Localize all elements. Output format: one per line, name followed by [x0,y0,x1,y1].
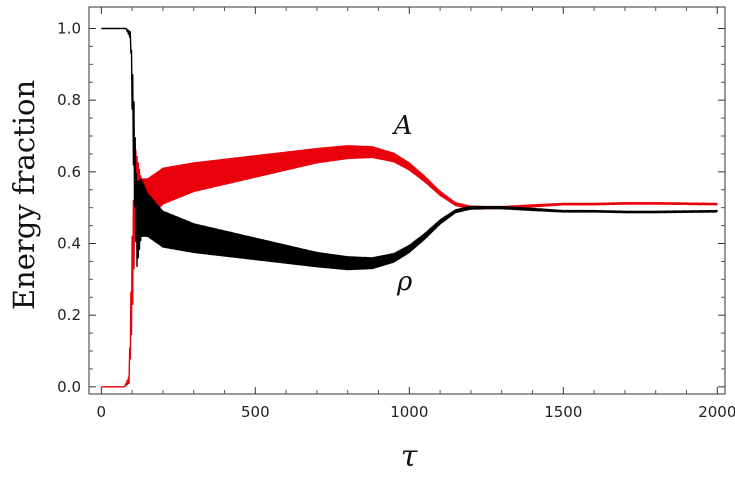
y-tick-label: 1.0 [57,20,81,38]
series-annotation: A [392,111,413,141]
series-line-A [101,145,718,388]
y-tick-label: 0.0 [57,378,81,396]
plot-frame [88,6,726,395]
y-tick-label: 0.2 [57,306,81,324]
x-tick-label: 1500 [544,403,582,421]
series-annotation: ρ [396,267,413,297]
y-tick-label: 0.6 [57,163,81,181]
y-tick-label: 0.8 [57,91,81,109]
x-tick-label: 500 [241,403,270,421]
x-axis-title: τ [401,439,418,474]
y-axis-title: Energy fraction [7,80,41,310]
tick-layer: 0 500 1000 1500 2000 0.0 0.2 0.4 0.6 0.8 1.0 [57,7,735,421]
plot-border [88,6,726,395]
x-tick-label: 2000 [698,403,735,421]
x-tick-label: 0 [97,403,107,421]
x-tick-label: 1000 [390,403,428,421]
series-line-rho [101,27,718,271]
annotation-layer: Aρ [392,111,413,297]
series-layer [101,27,718,388]
y-tick-label: 0.4 [57,235,81,253]
